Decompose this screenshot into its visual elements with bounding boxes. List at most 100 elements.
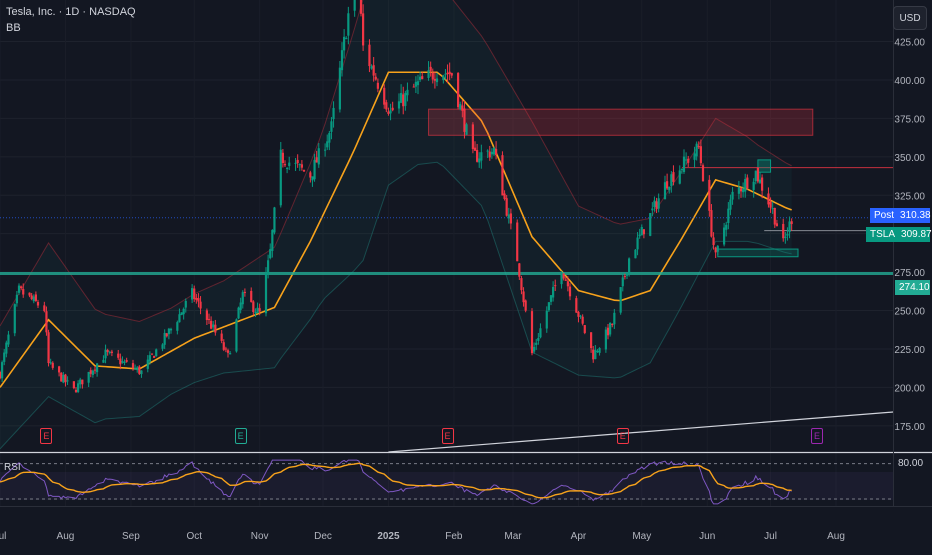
candle-body (372, 65, 375, 76)
candle-body (345, 38, 348, 40)
candle-body (330, 121, 333, 132)
post-price-tag: Post 310.38 (870, 208, 931, 223)
candle-body (503, 193, 506, 199)
symbol-title[interactable]: Tesla, Inc. · 1D · NASDAQ (6, 6, 136, 18)
candle-body (501, 155, 504, 196)
candle-body (64, 374, 67, 383)
candle-body (286, 167, 289, 169)
earnings-marker[interactable]: E (441, 428, 454, 444)
candle-body (790, 221, 793, 225)
candle-body (49, 362, 52, 364)
candle-body (461, 105, 464, 111)
candle-body (406, 89, 409, 96)
candle-body (613, 312, 616, 325)
candle-body (241, 292, 244, 305)
candle-body (695, 143, 698, 157)
candles-layer (0, 0, 793, 394)
candle-body (594, 349, 597, 360)
rsi-level-label: 80.00 (898, 458, 924, 469)
price-tick-label: 425.00 (894, 38, 925, 49)
candle-body (640, 227, 643, 236)
earnings-marker[interactable]: E (811, 428, 823, 444)
candle-body (267, 260, 270, 274)
rsi-panel-label[interactable]: RSI (4, 462, 21, 473)
candle-body (524, 300, 527, 311)
price-tick-label: 275.00 (894, 268, 925, 279)
candle-body (237, 307, 240, 319)
candle-body (20, 286, 23, 289)
currency-button[interactable]: USD (893, 6, 927, 30)
candle-body (693, 153, 696, 160)
candle-body (577, 311, 580, 317)
candle-body (136, 367, 139, 371)
candle-body (554, 285, 557, 287)
candle-body (710, 210, 713, 237)
earnings-marker[interactable]: E (234, 428, 247, 444)
candle-body (636, 237, 639, 250)
time-tick-label: Sep (122, 531, 140, 542)
time-tick-label: Jun (699, 531, 715, 542)
candle-body (195, 297, 198, 300)
candle-body (414, 81, 417, 87)
time-tick-label: Mar (504, 531, 522, 542)
candle-body (146, 359, 149, 369)
candle-body (419, 76, 422, 80)
candle-body (416, 81, 420, 86)
candle-body (767, 193, 770, 205)
candle-body (509, 213, 512, 224)
candle-body (471, 124, 474, 150)
candle-body (148, 355, 151, 362)
candle-body (288, 162, 291, 166)
candle-body (775, 223, 778, 227)
candle-body (205, 310, 208, 321)
earnings-marker[interactable]: E (616, 428, 629, 444)
candle-body (58, 366, 61, 373)
candle-body (294, 162, 297, 164)
candle-body (385, 102, 388, 110)
trendline (388, 411, 894, 453)
candle-body (315, 157, 318, 163)
candle-body (649, 213, 652, 236)
candle-body (121, 360, 124, 363)
candle-body (657, 198, 660, 209)
candle-body (338, 67, 341, 110)
candle-body (758, 179, 762, 183)
candle-body (102, 359, 105, 363)
candle-body (754, 170, 757, 181)
candle-body (169, 328, 173, 331)
candle-body (28, 292, 31, 296)
candle-body (254, 311, 257, 314)
bb-indicator-label[interactable]: BB (6, 22, 21, 34)
candle-body (222, 342, 225, 350)
candle-body (404, 92, 407, 106)
candle-body (184, 301, 187, 308)
candle-body (269, 249, 272, 259)
candle-body (448, 71, 451, 75)
candle-body (229, 353, 232, 355)
time-tick-label: Jul (764, 531, 777, 542)
candle-body (22, 289, 25, 295)
candle-body (450, 73, 453, 76)
earnings-marker[interactable]: E (40, 428, 53, 444)
candle-body (682, 156, 686, 172)
candle-body (549, 295, 553, 302)
candle-body (429, 66, 432, 71)
candle-body (486, 150, 489, 152)
candle-body (606, 327, 610, 336)
candle-body (400, 93, 403, 103)
candle-body (140, 370, 143, 375)
candle-body (106, 350, 109, 352)
candle-body (788, 221, 791, 233)
candle-body (680, 168, 683, 170)
candle-body (742, 189, 745, 193)
candle-body (191, 288, 194, 300)
candle-body (463, 108, 466, 132)
ticker-label: TSLA (870, 229, 896, 240)
candle-body (3, 352, 6, 362)
candle-body (552, 286, 555, 298)
candle-body (752, 181, 755, 190)
time-tick-label: Oct (186, 531, 202, 542)
candle-body (678, 170, 681, 184)
